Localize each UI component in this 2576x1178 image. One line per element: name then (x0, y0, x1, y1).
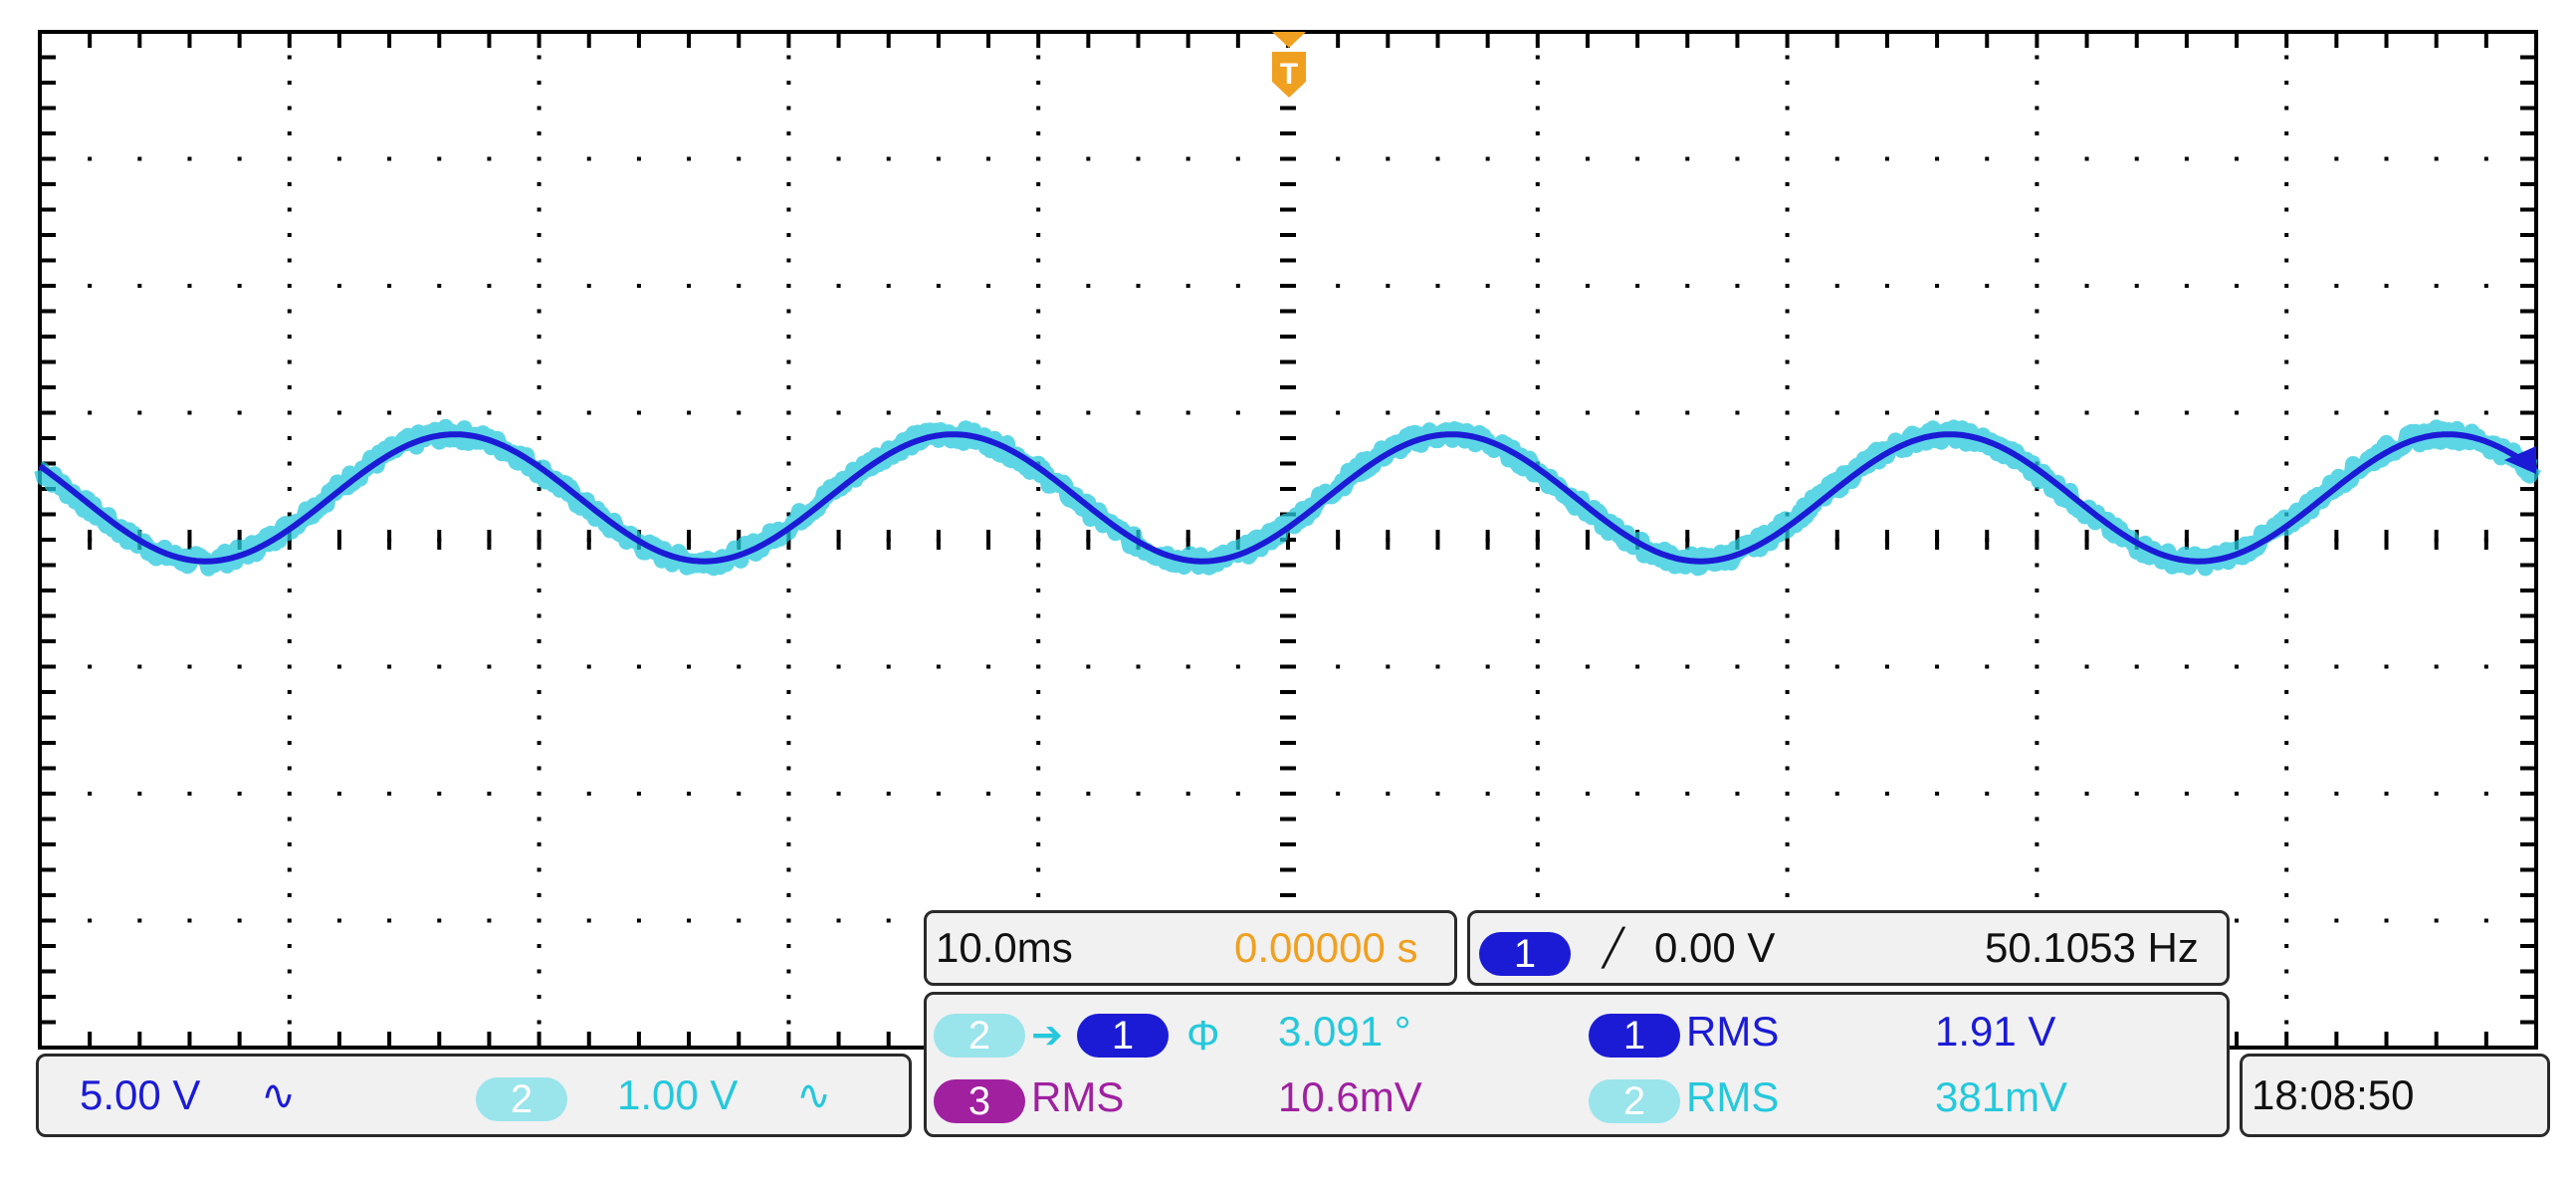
ac-coupling-icon: ∿ (796, 1071, 832, 1118)
timebase-scale: 10.0ms (936, 924, 1073, 971)
ch2-rms-value: 381mV (1935, 1073, 2068, 1120)
grid-dots (88, 55, 2488, 1025)
phase-from-badge: 2 (934, 1014, 1025, 1058)
trigger-panel[interactable] (1467, 910, 2230, 986)
timebase-position: 0.00000 s (1234, 924, 1418, 971)
markers: T (1272, 32, 2536, 474)
ch1-rms-label: RMS (1686, 1008, 1780, 1055)
channel-scale-panel (36, 1054, 912, 1137)
phase-to-badge: 1 (1077, 1014, 1169, 1058)
clock-time: 18:08:50 (2252, 1071, 2415, 1118)
ch1-trace (38, 431, 2538, 565)
ch3-rms-badge: 3 (934, 1079, 1025, 1123)
ch2-scale[interactable]: 1.00 V (617, 1071, 739, 1118)
timebase-panel[interactable] (924, 910, 1457, 986)
ch2-rms-label: RMS (1686, 1073, 1780, 1120)
ch2-badge[interactable]: 2 (476, 1077, 567, 1121)
ch1-rms-badge: 1 (1589, 1014, 1680, 1058)
phase-arrow-icon: ➔ (1031, 1015, 1063, 1057)
ch1-rms-value: 1.91 V (1935, 1008, 2056, 1055)
clock-panel (2240, 1054, 2550, 1137)
trigger-level: 0.00 V (1654, 924, 1776, 971)
phase-value: 3.091 ° (1278, 1008, 1411, 1055)
trigger-position-marker[interactable]: T (1272, 32, 1306, 98)
ch2-rms-badge: 2 (1589, 1079, 1680, 1123)
graticule (38, 30, 2538, 1050)
ch3-rms-value: 10.6mV (1278, 1073, 1422, 1120)
ch1-level-marker[interactable] (2504, 446, 2536, 474)
phase-symbol: Φ (1186, 1012, 1220, 1059)
ch3-rms-label: RMS (1031, 1073, 1125, 1120)
rising-edge-icon: ╱ (1603, 927, 1624, 968)
waveform-traces (34, 418, 2542, 577)
trigger-frequency: 50.1053 Hz (1985, 924, 2199, 971)
ch1-scale[interactable]: 5.00 V (80, 1071, 201, 1118)
trigger-marker-letter: T (1280, 58, 1298, 91)
trigger-source-badge: 1 (1479, 932, 1571, 976)
ac-coupling-icon: ∿ (261, 1071, 297, 1118)
